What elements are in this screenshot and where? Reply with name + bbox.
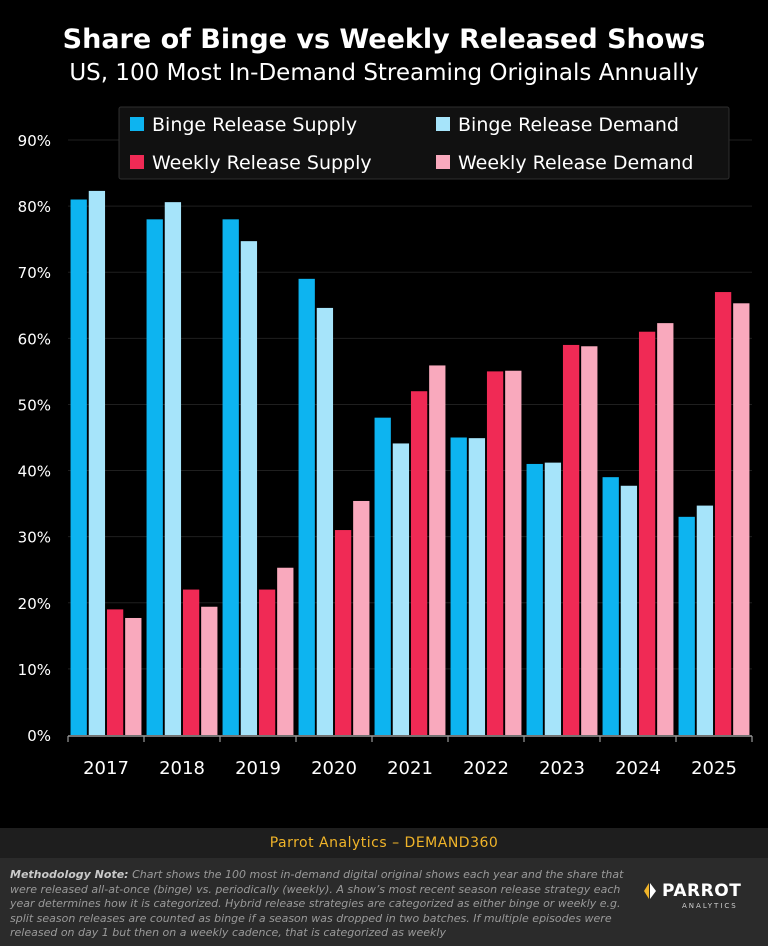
bar	[602, 477, 619, 735]
source-band: Parrot Analytics – DEMAND360	[0, 828, 768, 858]
bar	[526, 463, 543, 735]
y-tick-label: 90%	[18, 132, 51, 150]
bar	[638, 331, 656, 735]
y-tick-label: 30%	[18, 529, 51, 547]
bar	[450, 437, 467, 735]
parrot-logo-icon	[644, 883, 656, 899]
bar	[182, 589, 200, 735]
x-tick-label: 2019	[235, 758, 281, 779]
bar	[298, 278, 315, 735]
y-tick-label: 70%	[18, 264, 51, 282]
bar	[240, 241, 258, 735]
logo-wordmark: PARROT	[662, 881, 742, 901]
legend-label: Binge Release Supply	[152, 114, 357, 136]
legend-swatch	[436, 117, 450, 131]
bar	[581, 346, 598, 735]
x-tick-label: 2024	[615, 758, 661, 779]
bar	[410, 391, 428, 735]
bar	[146, 219, 163, 736]
bar-chart: 0% 10% 20% 30% 40% 50% 60% 70% 80% 90% 2017 2018 201…	[18, 106, 753, 779]
bar	[70, 199, 87, 735]
legend-label: Weekly Release Supply	[152, 152, 372, 174]
bar	[392, 443, 410, 735]
methodology-note: Methodology Note: Chart shows the 100 mo…	[10, 868, 640, 941]
methodology-note-area: Methodology Note: Chart shows the 100 mo…	[0, 858, 768, 946]
bar	[222, 219, 239, 736]
chart-title: Share of Binge vs Weekly Released Shows	[62, 24, 706, 55]
legend-swatch	[130, 117, 144, 131]
logo-subtext: ANALYTICS	[682, 902, 738, 910]
bar	[374, 417, 391, 735]
y-tick-label: 20%	[18, 595, 51, 613]
bar	[486, 371, 504, 735]
y-tick-label: 80%	[18, 198, 51, 216]
x-tick-label: 2021	[387, 758, 433, 779]
bar	[562, 344, 580, 735]
y-tick-label: 60%	[18, 330, 51, 348]
methodology-note-label: Methodology Note:	[10, 868, 129, 881]
bar	[696, 505, 714, 735]
bar	[714, 292, 732, 735]
x-tick-label: 2017	[83, 758, 129, 779]
bar	[125, 617, 142, 735]
bar	[429, 365, 446, 735]
y-tick-label: 50%	[18, 396, 51, 414]
y-tick-label: 0%	[27, 727, 51, 745]
bar	[201, 606, 218, 735]
bar	[468, 438, 486, 735]
legend-label: Weekly Release Demand	[458, 152, 693, 174]
bar	[733, 303, 750, 735]
bar	[505, 370, 522, 735]
bar	[678, 516, 695, 735]
x-tick-label: 2023	[539, 758, 585, 779]
legend-box	[118, 106, 730, 180]
bar	[657, 323, 674, 735]
source-label: Parrot Analytics – DEMAND360	[269, 835, 499, 851]
y-tick-label: 10%	[18, 661, 51, 679]
bar	[353, 500, 370, 735]
legend-swatch	[130, 155, 144, 169]
x-tick-label: 2025	[691, 758, 737, 779]
bar	[544, 462, 562, 735]
bar	[164, 202, 182, 736]
bar	[620, 485, 638, 735]
y-tick-label: 40%	[18, 463, 51, 481]
bar	[334, 530, 352, 735]
parrot-analytics-logo: PARROT ANALYTICS	[640, 880, 750, 920]
legend-label: Binge Release Demand	[458, 114, 679, 136]
bar	[258, 589, 276, 735]
x-tick-label: 2020	[311, 758, 357, 779]
x-tick-label: 2022	[463, 758, 509, 779]
bar	[106, 609, 124, 735]
bar	[88, 190, 106, 736]
chart-subtitle: US, 100 Most In-Demand Streaming Origina…	[69, 60, 699, 86]
legend-swatch	[436, 155, 450, 169]
x-tick-label: 2018	[159, 758, 205, 779]
methodology-note-text: Chart shows the 100 most in-demand digit…	[10, 868, 624, 939]
bar	[277, 567, 294, 735]
bar	[316, 307, 334, 735]
